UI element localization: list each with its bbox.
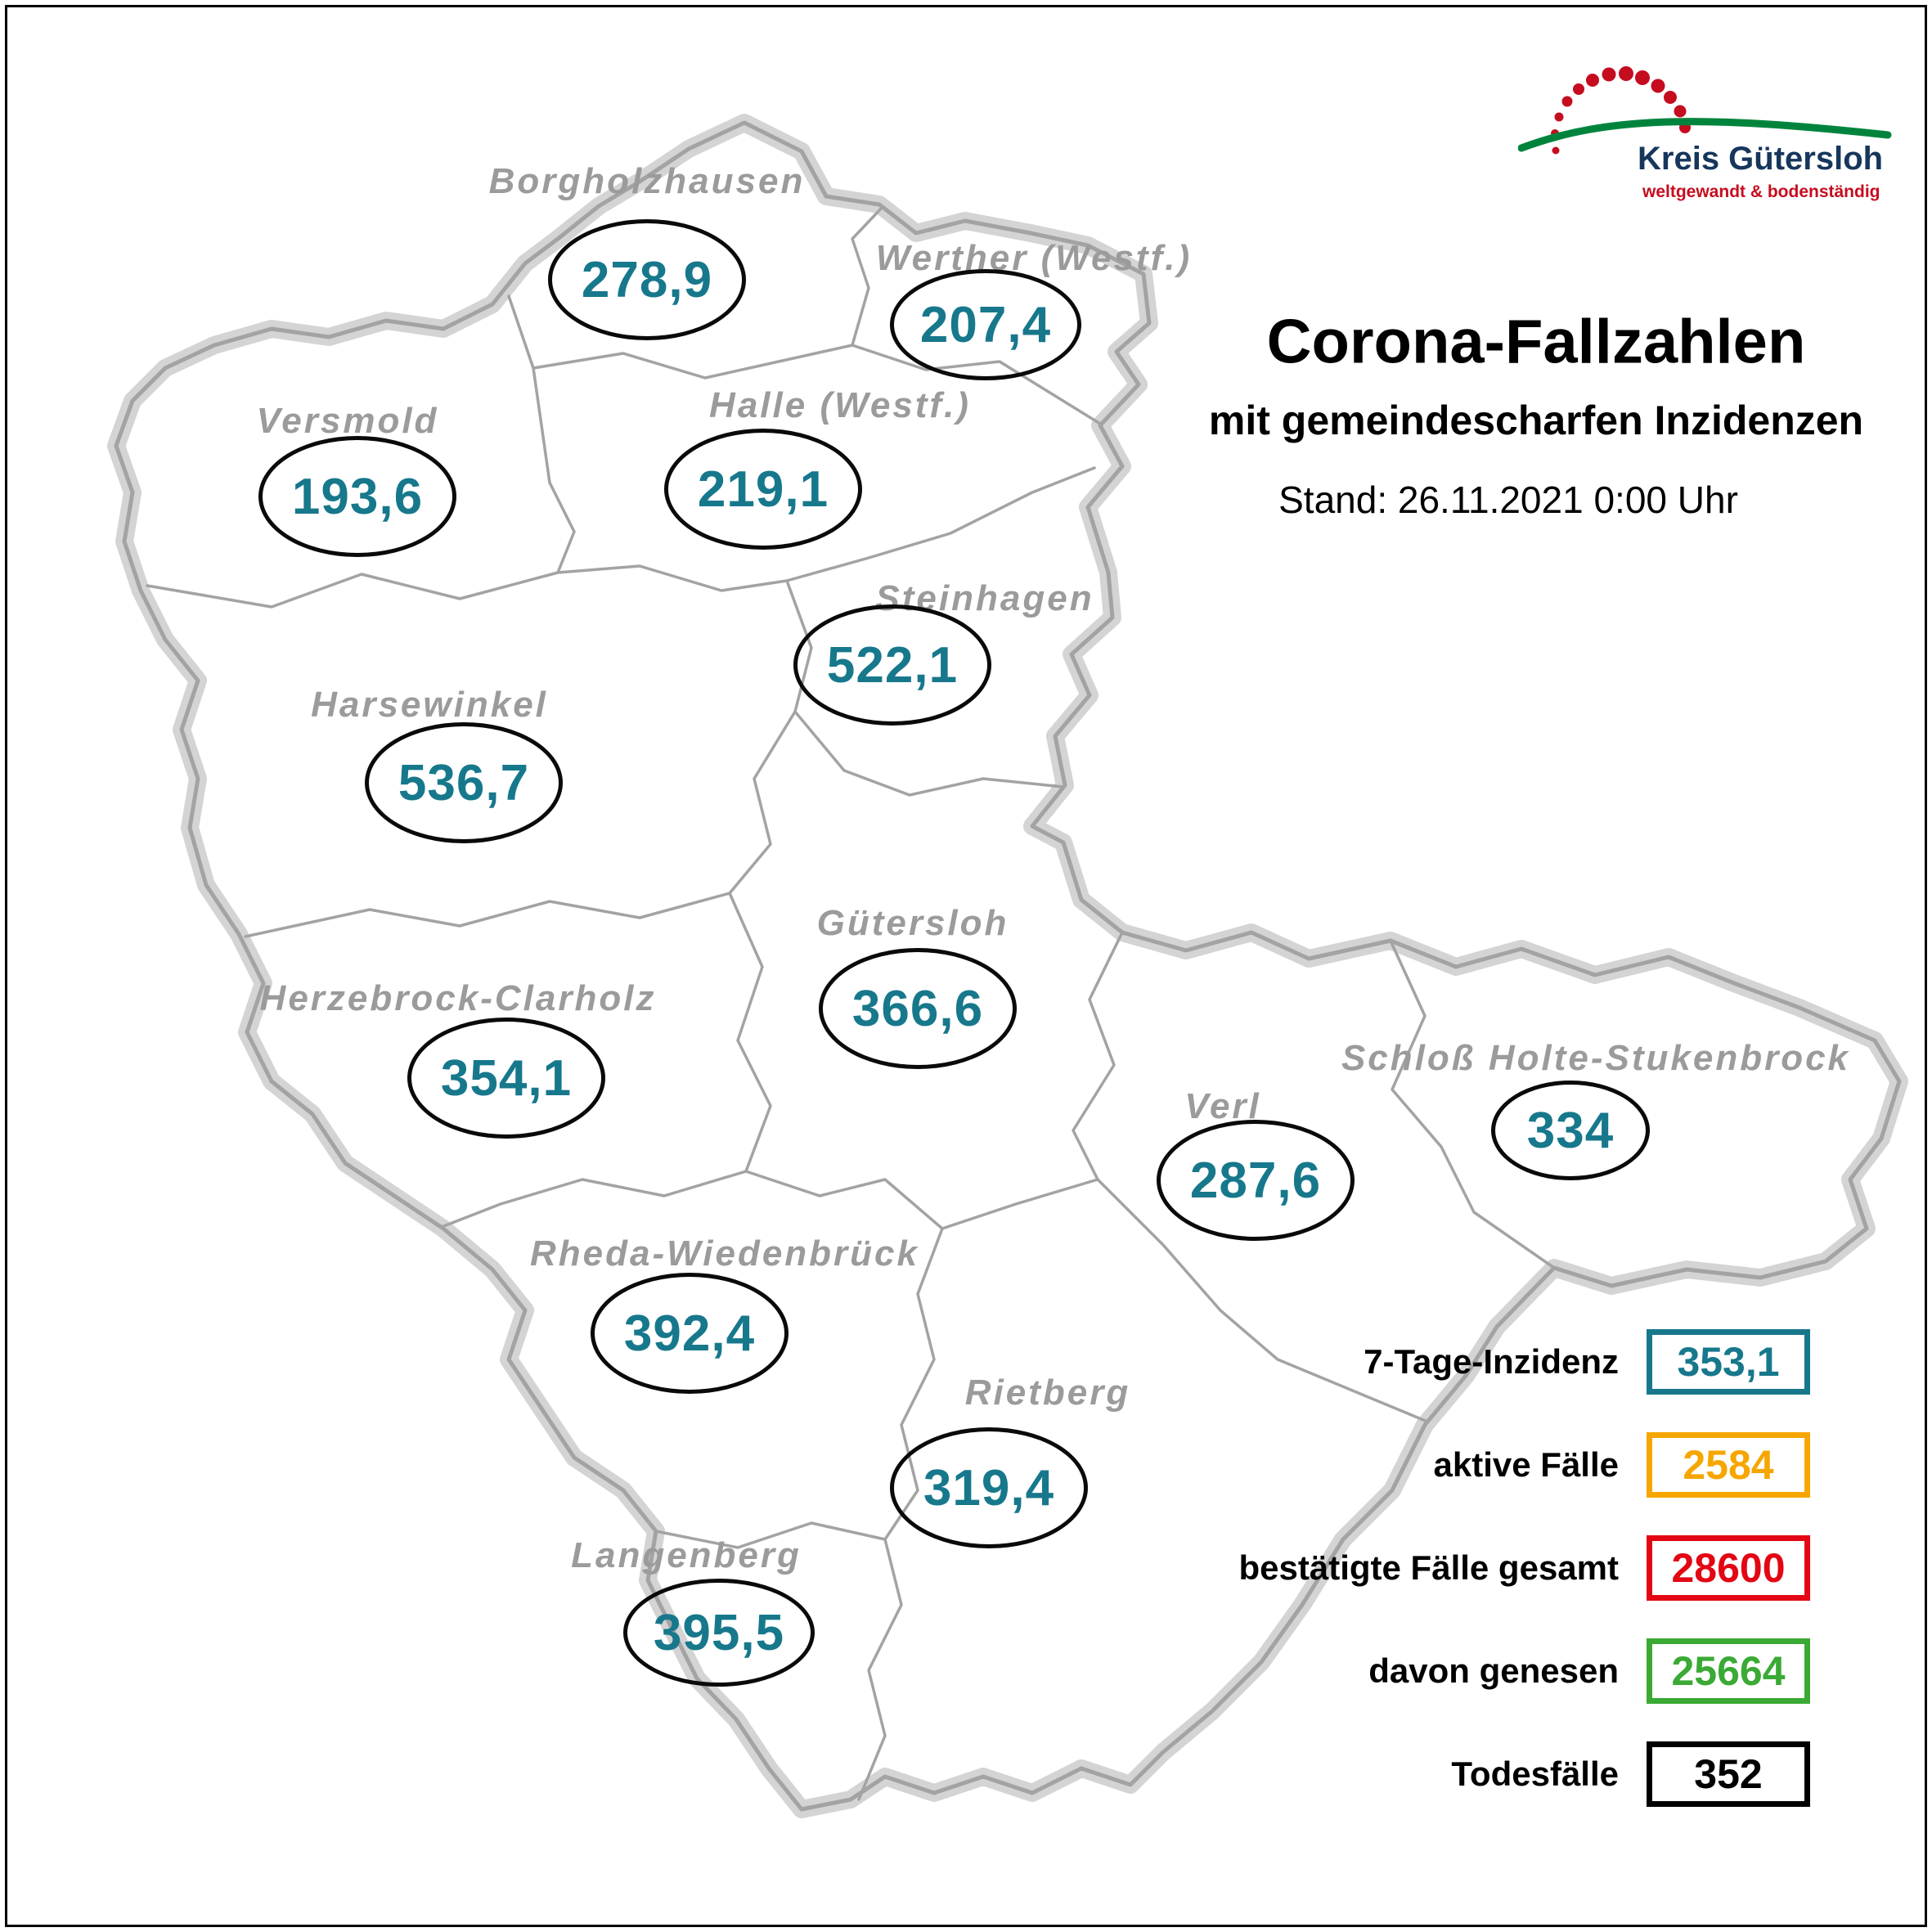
logo-wordmark: Kreis Gütersloh xyxy=(1638,141,1883,177)
legend-value-box: 353,1 xyxy=(1647,1329,1810,1395)
region-name-rheda-wiedenbrueck: Rheda-Wiedenbrück xyxy=(529,1233,920,1274)
incidence-ellipse-herzebrock-clarholz: 354,1 xyxy=(407,1018,605,1139)
kreis-guetersloh-logo: Kreis Gütersloh weltgewandt & bodenständ… xyxy=(1518,66,1892,201)
region-name-langenberg: Langenberg xyxy=(571,1535,802,1575)
legend-row-incidence: 7-Tage-Inzidenz 353,1 xyxy=(1090,1329,1810,1395)
incidence-ellipse-verl: 287,6 xyxy=(1157,1120,1355,1241)
legend-row-recovered: davon genesen 25664 xyxy=(1090,1638,1810,1704)
legend-value: 25664 xyxy=(1671,1648,1786,1694)
incidence-value-halle: 219,1 xyxy=(697,461,829,518)
legend-value: 2584 xyxy=(1683,1442,1774,1488)
legend-label: aktive Fälle xyxy=(1433,1445,1619,1484)
incidence-value-werther: 207,4 xyxy=(919,296,1052,353)
region-name-versmold: Versmold xyxy=(256,401,439,441)
legend-value: 352 xyxy=(1694,1751,1763,1797)
legend-value-box: 25664 xyxy=(1647,1638,1810,1704)
region-name-guetersloh: Gütersloh xyxy=(816,903,1009,943)
legend-label: 7-Tage-Inzidenz xyxy=(1364,1342,1619,1381)
incidence-ellipse-rietberg: 319,4 xyxy=(890,1427,1088,1548)
incidence-value-rheda-wiedenbrueck: 392,4 xyxy=(623,1305,756,1362)
legend-label: bestätigte Fälle gesamt xyxy=(1238,1548,1619,1587)
incidence-value-harsewinkel: 536,7 xyxy=(398,754,530,811)
incidence-ellipse-rheda-wiedenbrueck: 392,4 xyxy=(591,1273,789,1394)
incidence-value-verl: 287,6 xyxy=(1189,1152,1322,1209)
incidence-value-langenberg: 395,5 xyxy=(653,1604,785,1661)
incidence-value-schloss-holte-stukenbrock: 334 xyxy=(1526,1102,1615,1159)
incidence-value-herzebrock-clarholz: 354,1 xyxy=(440,1049,573,1107)
legend-label: Todesfälle xyxy=(1451,1755,1619,1793)
status-date: Stand: 26.11.2021 0:00 Uhr xyxy=(1278,479,1738,521)
incidence-ellipse-werther: 207,4 xyxy=(890,269,1081,380)
logo-tagline: weltgewandt & bodenständig xyxy=(1642,182,1880,201)
outer-boundary xyxy=(114,120,1902,1812)
incidence-ellipse-halle: 219,1 xyxy=(664,429,862,550)
incidence-value-borgholzhausen: 278,9 xyxy=(581,251,713,308)
page-title: Corona-Fallzahlen xyxy=(1266,307,1806,377)
logo-green-swoosh xyxy=(1518,118,1892,152)
incidence-ellipse-versmold: 193,6 xyxy=(258,436,456,557)
legend-row-confirmed-total: bestätigte Fälle gesamt 28600 xyxy=(1090,1535,1810,1601)
incidence-ellipse-langenberg: 395,5 xyxy=(623,1579,815,1687)
key-figures-legend: 7-Tage-Inzidenz 353,1 aktive Fälle 2584 … xyxy=(1090,1329,1810,1807)
legend-value: 28600 xyxy=(1671,1545,1786,1591)
region-name-borgholzhausen: Borgholzhausen xyxy=(488,161,806,201)
incidence-ellipse-schloss-holte-stukenbrock: 334 xyxy=(1491,1081,1650,1180)
region-name-verl: Verl xyxy=(1184,1086,1261,1126)
page-subtitle: mit gemeindescharfen Inzidenzen xyxy=(1208,398,1864,443)
legend-value-box: 2584 xyxy=(1647,1432,1810,1498)
legend-value-box: 28600 xyxy=(1647,1535,1810,1601)
incidence-ellipse-harsewinkel: 536,7 xyxy=(365,722,563,843)
incidence-value-versmold: 193,6 xyxy=(291,468,424,525)
municipal-boundaries xyxy=(146,206,1556,1801)
region-name-harsewinkel: Harsewinkel xyxy=(311,685,548,725)
incidence-value-rietberg: 319,4 xyxy=(923,1459,1055,1516)
incidence-ellipse-borgholzhausen: 278,9 xyxy=(548,219,746,340)
incidence-value-steinhagen: 522,1 xyxy=(826,636,959,694)
region-name-herzebrock-clarholz: Herzebrock-Clarholz xyxy=(259,978,657,1018)
legend-label: davon genesen xyxy=(1368,1651,1619,1690)
region-name-werther: Werther (Westf.) xyxy=(875,238,1193,278)
legend-value-box: 352 xyxy=(1647,1741,1810,1807)
incidence-ellipse-guetersloh: 366,6 xyxy=(819,948,1017,1069)
legend-row-deaths: Todesfälle 352 xyxy=(1090,1741,1810,1807)
incidence-ellipse-steinhagen: 522,1 xyxy=(793,604,991,726)
incidence-value-guetersloh: 366,6 xyxy=(851,980,984,1037)
region-name-rietberg: Rietberg xyxy=(964,1373,1131,1413)
region-name-halle: Halle (Westf.) xyxy=(709,385,971,425)
legend-value: 353,1 xyxy=(1677,1339,1780,1385)
legend-row-active-cases: aktive Fälle 2584 xyxy=(1090,1432,1810,1498)
region-name-schloss-holte-stukenbrock: Schloß Holte-Stukenbrock xyxy=(1341,1038,1851,1078)
